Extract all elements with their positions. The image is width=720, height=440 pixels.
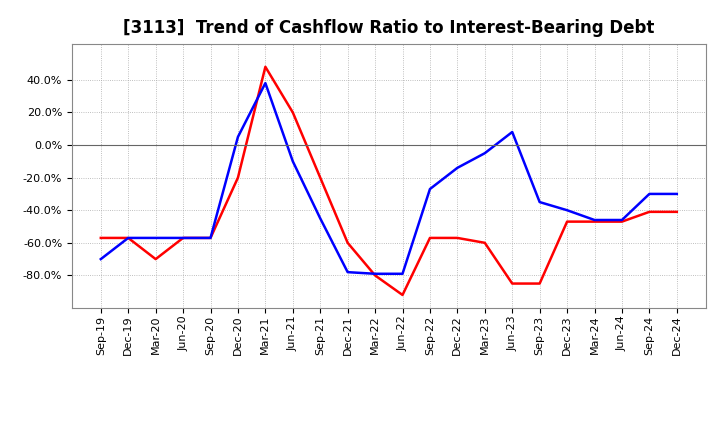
Operating CF to Interest-Bearing Debt	[371, 273, 379, 278]
Free CF to Interest-Bearing Debt	[590, 217, 599, 223]
Free CF to Interest-Bearing Debt	[261, 81, 270, 86]
Operating CF to Interest-Bearing Debt	[536, 281, 544, 286]
Operating CF to Interest-Bearing Debt	[645, 209, 654, 214]
Free CF to Interest-Bearing Debt	[371, 271, 379, 276]
Free CF to Interest-Bearing Debt	[618, 217, 626, 223]
Free CF to Interest-Bearing Debt	[563, 208, 572, 213]
Free CF to Interest-Bearing Debt	[206, 235, 215, 241]
Line: Operating CF to Interest-Bearing Debt: Operating CF to Interest-Bearing Debt	[101, 67, 677, 295]
Operating CF to Interest-Bearing Debt	[672, 209, 681, 214]
Operating CF to Interest-Bearing Debt	[179, 235, 187, 241]
Free CF to Interest-Bearing Debt	[316, 216, 325, 221]
Operating CF to Interest-Bearing Debt	[261, 64, 270, 70]
Operating CF to Interest-Bearing Debt	[426, 235, 434, 241]
Operating CF to Interest-Bearing Debt	[289, 110, 297, 115]
Free CF to Interest-Bearing Debt	[536, 199, 544, 205]
Free CF to Interest-Bearing Debt	[96, 257, 105, 262]
Title: [3113]  Trend of Cashflow Ratio to Interest-Bearing Debt: [3113] Trend of Cashflow Ratio to Intere…	[123, 19, 654, 37]
Free CF to Interest-Bearing Debt	[289, 159, 297, 164]
Operating CF to Interest-Bearing Debt	[618, 219, 626, 224]
Operating CF to Interest-Bearing Debt	[480, 240, 489, 246]
Free CF to Interest-Bearing Debt	[124, 235, 132, 241]
Operating CF to Interest-Bearing Debt	[343, 240, 352, 246]
Free CF to Interest-Bearing Debt	[480, 150, 489, 156]
Operating CF to Interest-Bearing Debt	[590, 219, 599, 224]
Operating CF to Interest-Bearing Debt	[563, 219, 572, 224]
Operating CF to Interest-Bearing Debt	[508, 281, 516, 286]
Operating CF to Interest-Bearing Debt	[453, 235, 462, 241]
Operating CF to Interest-Bearing Debt	[96, 235, 105, 241]
Free CF to Interest-Bearing Debt	[343, 270, 352, 275]
Free CF to Interest-Bearing Debt	[426, 187, 434, 192]
Operating CF to Interest-Bearing Debt	[151, 257, 160, 262]
Free CF to Interest-Bearing Debt	[233, 134, 242, 139]
Operating CF to Interest-Bearing Debt	[398, 292, 407, 297]
Operating CF to Interest-Bearing Debt	[124, 235, 132, 241]
Free CF to Interest-Bearing Debt	[645, 191, 654, 197]
Free CF to Interest-Bearing Debt	[398, 271, 407, 276]
Free CF to Interest-Bearing Debt	[453, 165, 462, 170]
Free CF to Interest-Bearing Debt	[151, 235, 160, 241]
Free CF to Interest-Bearing Debt	[179, 235, 187, 241]
Line: Free CF to Interest-Bearing Debt: Free CF to Interest-Bearing Debt	[101, 83, 677, 274]
Free CF to Interest-Bearing Debt	[508, 129, 516, 135]
Free CF to Interest-Bearing Debt	[672, 191, 681, 197]
Operating CF to Interest-Bearing Debt	[316, 175, 325, 180]
Operating CF to Interest-Bearing Debt	[206, 235, 215, 241]
Operating CF to Interest-Bearing Debt	[233, 175, 242, 180]
